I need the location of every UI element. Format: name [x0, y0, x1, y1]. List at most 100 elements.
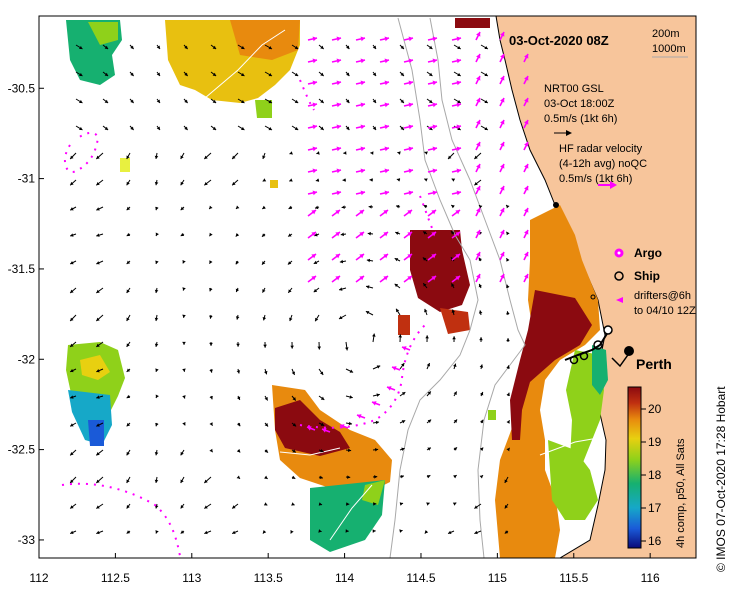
gsl-arrow-head — [506, 258, 510, 262]
hf-arrow-head — [500, 230, 505, 235]
gsl-arrow-head — [401, 363, 405, 367]
gsl-arrow-head — [451, 178, 456, 182]
drifter-tracks — [61, 79, 433, 557]
gsl-arrow-head — [70, 289, 74, 294]
gsl-arrow-head — [126, 155, 130, 159]
gsl-arrow-head — [374, 475, 378, 479]
gsl-arrow-head — [428, 126, 433, 130]
gsl-arrow-head — [236, 396, 241, 400]
hf-arrow-head — [357, 414, 362, 419]
gsl-arrow-head — [212, 99, 217, 103]
gsl-arrow-head — [155, 394, 159, 399]
gsl-arrow-head — [184, 45, 188, 49]
gsl-arrow-head — [291, 475, 296, 479]
gsl-arrow-head — [397, 151, 401, 155]
gsl-arrow-head — [484, 99, 488, 104]
hf-arrow-head — [408, 58, 413, 64]
x-tick-label: 115.5 — [559, 571, 588, 585]
gsl-arrow-head — [346, 45, 350, 49]
y-tick-label: -31.5 — [8, 262, 36, 276]
gsl-arrow-head — [204, 505, 208, 509]
gsl-legend-line2: 03-Oct 18:00Z — [544, 98, 615, 110]
gsl-arrow-head — [262, 530, 267, 534]
gsl-arrow-head — [367, 231, 371, 236]
gsl-arrow-head — [474, 181, 478, 186]
hf-arrow-head — [311, 254, 316, 259]
argo-legend-icon — [614, 248, 624, 258]
gsl-arrow-head — [349, 369, 354, 373]
gsl-arrow-head — [457, 99, 461, 104]
gsl-arrow-head — [348, 421, 353, 426]
gsl-arrow-head — [396, 308, 400, 313]
gsl-arrow-head — [339, 315, 343, 320]
hf-arrow-head — [476, 164, 481, 169]
hf-arrow-head — [311, 276, 316, 281]
gsl-arrow-head — [313, 260, 318, 264]
hf-arrow-head — [476, 120, 481, 125]
gsl-arrow-head — [372, 72, 377, 76]
hf-arrow-head — [360, 58, 365, 64]
hf-arrow-head — [312, 124, 317, 130]
y-tick-label: -30.5 — [8, 81, 36, 95]
gsl-arrow-head — [424, 530, 429, 534]
gsl-arrow-head — [288, 233, 292, 237]
gsl-arrow-head — [180, 505, 184, 509]
gsl-arrow-head — [289, 151, 293, 155]
hf-arrow-head — [431, 254, 436, 259]
gsl-arrow-head — [126, 394, 131, 399]
gsl-arrow-head — [320, 448, 324, 453]
gsl-arrow-head — [448, 155, 452, 159]
hf-arrow-head — [384, 80, 389, 86]
gsl-arrow-head — [347, 448, 352, 453]
hf-arrow-head — [311, 210, 316, 215]
hf-arrow-head — [312, 102, 317, 108]
gsl-arrow-head — [70, 317, 74, 321]
hf-arrow-head — [384, 102, 389, 108]
gsl-arrow-head — [395, 231, 399, 235]
hf-arrow-head — [335, 210, 340, 215]
gsl-arrow-head — [343, 151, 347, 155]
gsl-arrow-head — [263, 502, 268, 506]
hf-arrow-head — [384, 36, 389, 42]
gsl-arrow-head — [155, 206, 159, 211]
gsl-arrow-head — [504, 479, 508, 483]
gsl-arrow-head — [320, 72, 324, 76]
gsl-arrow-head — [262, 289, 266, 293]
x-tick-label: 114 — [335, 571, 354, 585]
gsl-arrow-head — [474, 155, 478, 159]
hf-arrow-head — [476, 252, 481, 257]
y-tick-label: -33 — [18, 533, 36, 547]
hf-arrow-head — [408, 80, 413, 86]
x-tick-label: 112.5 — [101, 571, 130, 585]
gsl-arrow-head — [130, 72, 134, 76]
gsl-arrow-head — [478, 283, 483, 288]
gsl-arrow-head — [294, 45, 299, 49]
gsl-arrow-head — [154, 181, 159, 186]
gsl-arrow-head — [154, 505, 159, 509]
credit-text: © IMOS 07-Oct-2020 17:28 Hobart — [714, 386, 728, 572]
hf-arrow-head — [455, 210, 460, 215]
gsl-arrow-head — [346, 72, 350, 76]
hf-arrow-head — [407, 210, 412, 215]
gsl-arrow-head — [154, 289, 159, 294]
contour-lines — [204, 29, 599, 541]
gsl-arrow-head — [291, 502, 295, 506]
hf-arrow-head — [383, 210, 388, 215]
gsl-arrow-head — [372, 126, 377, 130]
gsl-arrow-head — [484, 126, 488, 131]
gsl-arrow-head — [182, 368, 186, 372]
hf-arrow-head — [432, 58, 437, 64]
gsl-arrow-head — [423, 231, 427, 235]
gsl-arrow-head — [427, 391, 431, 395]
gsl-arrow-head — [422, 257, 427, 261]
gsl-arrow-head — [400, 45, 404, 49]
x-tick-label: 113 — [182, 571, 201, 585]
drifters-legend-line2: to 04/10 12Z — [634, 305, 696, 317]
gsl-arrow-head — [320, 396, 325, 400]
gsl-arrow-head — [156, 45, 160, 49]
gsl-arrow-head — [182, 395, 186, 399]
gsl-arrow-head — [342, 178, 346, 182]
hf-arrow-head — [335, 254, 340, 259]
perth-label: Perth — [636, 356, 672, 372]
